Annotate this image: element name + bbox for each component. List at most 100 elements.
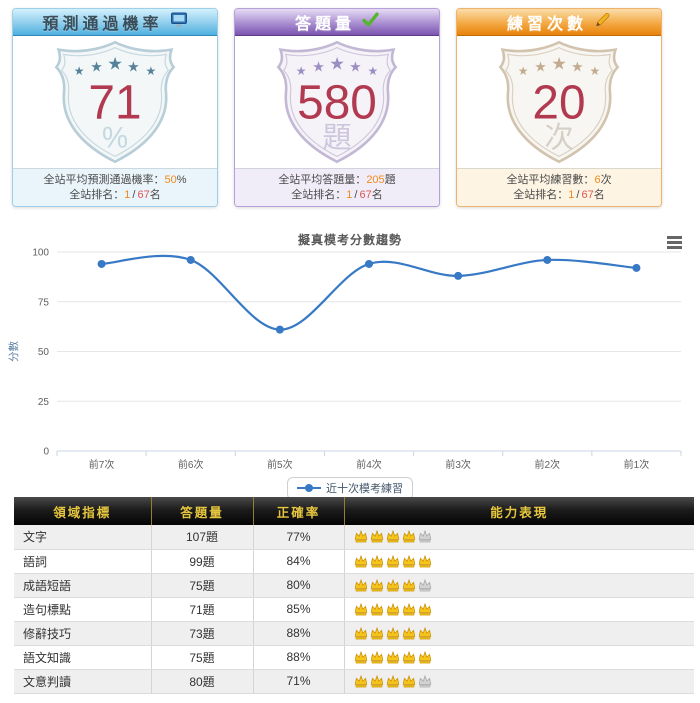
cell-count: 99題 xyxy=(151,549,254,574)
star-icon: ★ xyxy=(329,53,345,73)
star-icon: ★ xyxy=(367,64,378,78)
card-value: 580 xyxy=(297,76,377,129)
svg-text:100: 100 xyxy=(32,248,49,259)
shield-badge: ★ ★ ★ ★ ★ 20 次 xyxy=(498,40,620,164)
rating-crowns xyxy=(345,578,695,592)
card-body: ★ ★ ★ ★ ★ 71 % xyxy=(13,36,217,168)
star-icon: ★ xyxy=(74,64,85,78)
card-unit: 次 xyxy=(544,122,573,155)
star-icon: ★ xyxy=(296,64,307,78)
cell-accuracy: 77% xyxy=(253,525,345,550)
header-domain: 領域指標 xyxy=(14,497,152,525)
svg-text:0: 0 xyxy=(43,447,49,458)
star-icon: ★ xyxy=(127,59,140,75)
stat-card-answer-count: 答題量 ★ ★ ★ ★ ★ 580 題 全站平均答題量：205題 全站排名：1/… xyxy=(234,8,440,207)
cell-domain: 語詞 xyxy=(14,549,152,574)
card-footer: 全站平均答題量：205題 全站排名：1/67名 xyxy=(235,168,439,206)
cell-accuracy: 71% xyxy=(253,669,345,694)
card-header: 練習次數 xyxy=(457,9,661,36)
cell-count: 71題 xyxy=(151,597,254,622)
rating-crowns xyxy=(345,674,695,688)
star-icon: ★ xyxy=(534,59,547,75)
site-rank-line: 全站排名：1/67名 xyxy=(69,189,161,201)
card-title: 答題量 xyxy=(294,16,355,33)
star-icon: ★ xyxy=(312,59,325,75)
svg-text:前6次: 前6次 xyxy=(178,458,204,471)
svg-text:前7次: 前7次 xyxy=(89,458,115,471)
table-header-row: 領域指標 答題量 正確率 能力表現 xyxy=(14,497,694,525)
card-header: 預測通過機率 xyxy=(13,9,217,36)
svg-text:前4次: 前4次 xyxy=(356,458,382,471)
svg-text:前3次: 前3次 xyxy=(445,458,471,471)
star-icon: ★ xyxy=(518,64,529,78)
card-value: 20 xyxy=(532,76,585,129)
cell-domain: 造句標點 xyxy=(14,597,152,622)
table-row: 成語短語 75題 80% xyxy=(14,573,695,598)
legend-label: 近十次模考練習 xyxy=(326,483,403,495)
cell-accuracy: 88% xyxy=(253,621,345,646)
ability-table: 領域指標 答題量 正確率 能力表現 文字 107題 77% 語詞 99題 84% xyxy=(14,497,694,694)
cell-accuracy: 85% xyxy=(253,597,345,622)
table-row: 文字 107題 77% xyxy=(14,525,695,550)
card-unit: 題 xyxy=(322,122,351,155)
cell-count: 107題 xyxy=(151,525,254,550)
cell-accuracy: 84% xyxy=(253,549,345,574)
rating-crowns xyxy=(345,650,695,664)
site-average-line: 全站平均答題量：205題 xyxy=(278,174,396,186)
rating-crowns xyxy=(345,602,695,616)
shield-badge: ★ ★ ★ ★ ★ 71 % xyxy=(54,40,176,164)
svg-text:25: 25 xyxy=(38,397,50,408)
monitor-icon xyxy=(170,12,188,33)
table-row: 修辭技巧 73題 88% xyxy=(14,621,695,646)
chart-legend-row: 近十次模考練習 xyxy=(0,477,700,500)
site-rank-line: 全站排名：1/67名 xyxy=(291,189,383,201)
stat-cards-row: 預測通過機率 ★ ★ ★ ★ ★ 71 % 全站平均預測通過機率：50% 全站排… xyxy=(12,8,662,207)
site-rank-line: 全站排名：1/67名 xyxy=(513,189,605,201)
rating-crowns xyxy=(345,530,695,543)
cell-domain: 修辭技巧 xyxy=(14,621,152,646)
star-icon: ★ xyxy=(589,64,600,78)
line-chart-canvas: 0 25 50 75 100 前7次 前6次 前5次 前4次 前3次 前2次 前1次 分數 xyxy=(7,248,682,471)
cell-accuracy: 88% xyxy=(253,645,345,670)
svg-text:前2次: 前2次 xyxy=(535,458,561,471)
rating-crowns xyxy=(345,626,695,640)
star-icon: ★ xyxy=(90,59,103,75)
card-header: 答題量 xyxy=(235,9,439,36)
cell-domain: 語文知識 xyxy=(14,645,152,670)
stat-card-pass-probability: 預測通過機率 ★ ★ ★ ★ ★ 71 % 全站平均預測通過機率：50% 全站排… xyxy=(12,8,218,207)
hamburger-menu-icon[interactable] xyxy=(667,236,682,251)
site-average-line: 全站平均練習數：6次 xyxy=(506,174,612,186)
cell-count: 80題 xyxy=(151,669,254,694)
svg-text:前1次: 前1次 xyxy=(624,458,650,471)
star-icon: ★ xyxy=(571,59,584,75)
svg-text:前5次: 前5次 xyxy=(267,458,293,471)
card-value: 71 xyxy=(88,76,141,129)
legend-item[interactable]: 近十次模考練習 xyxy=(287,477,413,500)
cell-domain: 文意判讀 xyxy=(14,669,152,694)
table-row: 造句標點 71題 85% xyxy=(14,597,695,622)
table-row: 文意判讀 80題 71% xyxy=(14,669,695,694)
star-icon: ★ xyxy=(107,53,123,73)
star-icon: ★ xyxy=(145,64,156,78)
card-body: ★ ★ ★ ★ ★ 580 題 xyxy=(235,36,439,168)
rating-crowns xyxy=(345,554,695,568)
card-body: ★ ★ ★ ★ ★ 20 次 xyxy=(457,36,661,168)
score-trend-chart: 擬真模考分數趨勢 0 25 50 75 100 前7次 前6次 前5次 前4次 前3次 前2次 前1次… xyxy=(0,225,700,500)
shield-badge: ★ ★ ★ ★ ★ 580 題 xyxy=(276,40,398,164)
cell-count: 73題 xyxy=(151,621,254,646)
cell-accuracy: 80% xyxy=(253,573,345,598)
card-footer: 全站平均練習數：6次 全站排名：1/67名 xyxy=(457,168,661,206)
chart-title: 擬真模考分數趨勢 xyxy=(297,233,402,247)
header-ability: 能力表現 xyxy=(344,497,694,525)
card-footer: 全站平均預測通過機率：50% 全站排名：1/67名 xyxy=(13,168,217,206)
pencil-icon xyxy=(594,12,611,33)
card-title: 練習次數 xyxy=(506,16,587,33)
cell-domain: 成語短語 xyxy=(14,573,152,598)
svg-text:50: 50 xyxy=(38,347,50,358)
star-icon: ★ xyxy=(551,53,567,73)
header-accuracy: 正確率 xyxy=(253,497,345,525)
stat-card-practice-count: 練習次數 ★ ★ ★ ★ ★ 20 次 全站平均練習數：6次 全站排名：1/67… xyxy=(456,8,662,207)
card-title: 預測通過機率 xyxy=(42,16,163,33)
site-average-line: 全站平均預測通過機率：50% xyxy=(43,174,187,186)
check-icon xyxy=(362,12,379,32)
